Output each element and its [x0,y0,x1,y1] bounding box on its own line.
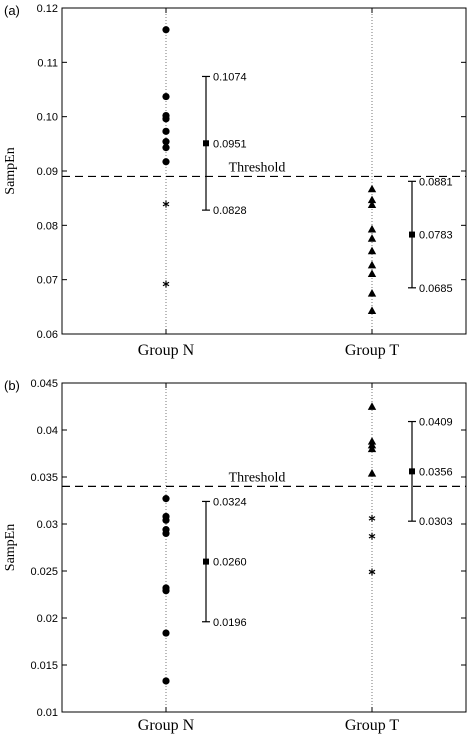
data-point-circle [162,529,170,538]
lower-value-label: 0.0828 [213,205,247,217]
data-point-circle [162,115,170,123]
panel-label: (a) [4,3,20,18]
data-point-triangle [367,306,377,314]
y-axis-label: SampEn [3,524,18,571]
data-point-circle [162,587,170,595]
data-point-triangle [367,184,377,193]
data-point-triangle [367,195,377,204]
data-point-star [368,568,376,576]
data-point-triangle [367,224,377,233]
mean-marker [203,558,209,565]
panel-a: 0.06 0.07 0.08 0.09 0.10 0.11 0.12 Group N Group… [3,3,467,359]
y-tick-label: 0.02 [37,613,58,625]
lower-value-label: 0.0685 [419,283,453,295]
data-point-circle [162,92,170,101]
data-point-triangle [367,402,377,410]
star-marker-stroke [368,533,376,539]
star-marker-stroke [162,201,170,207]
x-category-label: Group N [138,717,195,734]
y-tick-label: 0.03 [37,519,58,531]
panel-label: (b) [4,378,20,393]
y-tick-label: 0.025 [30,566,58,578]
lower-value-label: 0.0303 [419,516,453,528]
data-point-circle [162,516,170,524]
mean-value-label: 0.0356 [419,466,453,478]
y-tick-label: 0.045 [30,378,58,390]
data-point-triangle [367,269,377,278]
y-axis-label: SampEn [3,147,18,194]
data-point-triangle [367,289,377,297]
x-category-label: Group T [345,717,400,734]
upper-value-label: 0.0324 [213,496,247,508]
star-marker-stroke [368,569,376,575]
data-point-star [162,200,170,208]
y-tick-label: 0.08 [37,220,58,232]
data-point-circle [162,677,170,685]
mean-value-label: 0.0951 [213,138,247,150]
y-tick-label: 0.015 [30,660,58,672]
y-tick-label: 0.04 [37,425,58,437]
plot-frame [61,382,467,713]
upper-value-label: 0.1074 [213,71,247,83]
data-point-triangle [367,234,377,242]
y-tick-label: 0.11 [37,57,58,69]
mean-marker [203,140,209,147]
panel-b: 0.01 0.015 0.02 0.025 0.03 0.035 0.04 0.045 Grou… [3,378,467,734]
y-tick-label: 0.09 [37,166,58,178]
mean-marker [409,231,415,238]
data-point-circle [162,629,170,637]
mean-marker [409,468,415,475]
data-point-circle [162,26,170,34]
data-point-triangle [367,246,377,255]
data-point-triangle [367,444,377,453]
upper-value-label: 0.0881 [419,176,453,188]
data-point-circle [162,127,170,135]
data-point-star [368,532,376,540]
mean-value-label: 0.0783 [419,230,453,242]
mean-value-label: 0.0260 [213,557,247,569]
star-marker-stroke [368,516,376,521]
data-point-triangle [367,200,377,209]
data-point-triangle [367,469,377,477]
data-point-star [368,514,376,522]
data-point-circle [162,138,170,146]
lower-value-label: 0.0196 [213,617,247,629]
data-point-circle [162,144,170,152]
x-category-label: Group T [345,342,400,359]
threshold-label: Threshold [229,470,286,485]
x-category-label: Group N [138,342,195,359]
y-tick-label: 0.12 [37,3,58,15]
y-tick-label: 0.06 [37,329,58,341]
data-point-star [162,280,170,288]
y-tick-label: 0.01 [37,707,58,719]
y-tick-label: 0.07 [37,275,58,287]
star-marker-stroke [162,281,170,287]
y-tick-label: 0.035 [30,472,58,484]
data-point-circle [162,158,170,166]
threshold-label: Threshold [229,160,286,175]
upper-value-label: 0.0409 [419,417,453,429]
data-point-triangle [367,260,377,269]
data-point-circle [162,495,170,503]
y-tick-label: 0.10 [37,112,58,124]
